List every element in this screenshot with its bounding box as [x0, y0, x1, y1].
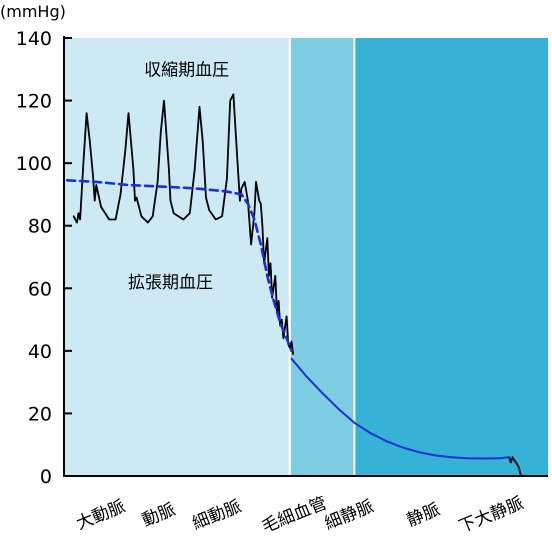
region-band-0: [64, 38, 290, 476]
y-tick-label-120: 120: [16, 91, 52, 113]
y-tick-label-80: 80: [28, 216, 52, 238]
series-line-2-solid-blue: [290, 357, 511, 460]
y-tick-label-100: 100: [16, 153, 52, 175]
series-line-0-solid-black: [72, 93, 294, 355]
x-category-label-2: 細動脈: [190, 497, 245, 535]
x-category-label-5: 静脈: [404, 500, 443, 531]
region-layer: [64, 38, 548, 476]
x-category-label-3: 毛細血管: [259, 493, 330, 537]
series-line-1-dashed-blue: [65, 179, 293, 353]
region-band-2: [354, 38, 548, 476]
y-tick-label-40: 40: [28, 341, 52, 363]
x-category-label-4: 細静脈: [322, 497, 377, 535]
y-unit-label: (mmHg): [0, 2, 66, 21]
axis-layer: 0 20 40 60 80 100 120 140: [16, 28, 548, 488]
y-tick-label-0: 0: [40, 466, 52, 488]
x-category-label-0: 大動脈: [73, 497, 128, 535]
x-category-label-6: 下大静脈: [456, 493, 527, 537]
series-line-3-solid-black: [508, 456, 522, 476]
series-layer: [65, 93, 522, 476]
region-band-1: [289, 38, 355, 476]
y-tick-label-20: 20: [28, 403, 52, 425]
y-tick-label-140: 140: [16, 28, 52, 50]
annotation-label-1: 拡張期血圧: [128, 273, 213, 293]
x-category-label-1: 動脈: [139, 500, 178, 531]
region-divider-layer: [288, 38, 356, 476]
annotation-label-0: 収縮期血圧: [144, 60, 229, 80]
y-tick-label-60: 60: [28, 278, 52, 300]
